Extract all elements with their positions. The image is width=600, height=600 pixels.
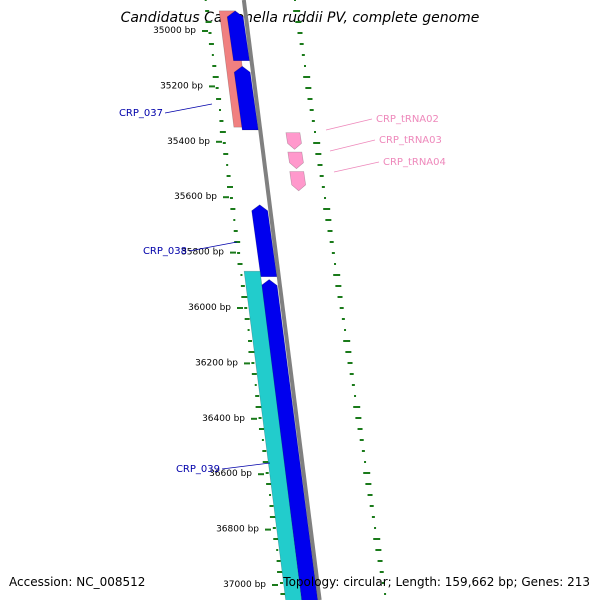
topology-summary: Topology: circular; Length: 159,662 bp; …: [283, 575, 590, 589]
label-leader: [333, 161, 380, 173]
tick-label: 37000 bp: [223, 580, 266, 590]
label-leader: [325, 118, 373, 131]
feature-crp-038-a: [233, 65, 259, 131]
tick-label: 36200 bp: [195, 358, 238, 368]
feature-track: [218, 10, 318, 600]
tick-label: 36000 bp: [188, 303, 231, 313]
feature-crp-trna03: [287, 151, 304, 170]
feature-crp-trna04: [289, 171, 306, 192]
label-leader: [221, 462, 271, 470]
tick-label: 36600 bp: [209, 469, 252, 479]
tick-label: 35200 bp: [160, 81, 203, 91]
tick-label: 35400 bp: [167, 137, 210, 147]
label-crp-trna02: CRP_tRNA02: [376, 114, 439, 125]
tick-label: 35000 bp: [153, 26, 196, 36]
label-crp-trna03: CRP_tRNA03: [379, 135, 442, 146]
feature-crp-037-fwd: [226, 10, 250, 62]
feature-crp-039: [243, 270, 302, 600]
label-leader: [188, 241, 238, 252]
ruler-track: 35000 bp 35200 bp 35400 bp 35600 bp 35800 bp…: [153, 26, 278, 590]
feature-crp-038: [251, 204, 278, 278]
label-crp-039: CRP_039: [176, 464, 220, 475]
backbone-track: [241, 0, 322, 600]
accession-text: Accession: NC_008512: [9, 575, 146, 589]
tick-label: 35600 bp: [174, 192, 217, 202]
feature-crp-039: [260, 279, 318, 600]
tick-label: 36800 bp: [216, 525, 259, 535]
backbone-line: [241, 0, 322, 600]
feature-labels: CRP_037 CRP_038 CRP_039 CRP_tRNA02 CRP_tRNA0…: [119, 103, 446, 475]
tick-label: 36400 bp: [202, 414, 245, 424]
label-crp-trna04: CRP_tRNA04: [383, 157, 446, 168]
label-leader: [164, 103, 213, 114]
tick-label: 35800 bp: [181, 248, 224, 258]
label-leader: [329, 139, 376, 152]
gc-skew-track: [204, 0, 387, 595]
feature-crp-trna02: [285, 132, 302, 150]
label-crp-038: CRP_038: [143, 246, 187, 257]
label-crp-037: CRP_037: [119, 108, 163, 119]
